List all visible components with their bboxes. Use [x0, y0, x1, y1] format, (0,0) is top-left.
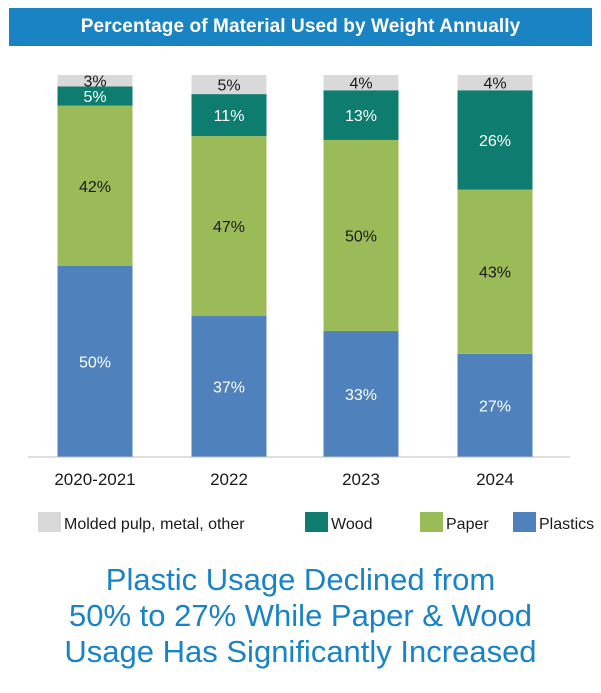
bar-segment-paper-2020-2021	[57, 105, 133, 266]
bar-segment-molded-pulp-metal-other-2024	[457, 75, 533, 91]
data-label: 33%	[345, 387, 377, 404]
data-label: 37%	[213, 379, 245, 396]
data-label: 3%	[83, 74, 106, 91]
data-label: 5%	[217, 78, 240, 95]
bar-segment-plastics-2023	[323, 330, 399, 457]
legend-label: Wood	[331, 516, 373, 533]
chart-title: Percentage of Material Used by Weight An…	[80, 16, 521, 37]
x-tick-label: 2023	[342, 470, 380, 489]
legend-label: Molded pulp, metal, other	[64, 516, 245, 533]
chart-title-banner: Percentage of Material Used by Weight An…	[9, 8, 592, 46]
bar-segment-wood-2024	[457, 90, 533, 190]
legend-swatch	[305, 512, 328, 532]
x-tick-label: 2024	[476, 470, 514, 489]
data-label: 50%	[345, 228, 377, 245]
legend-label: Paper	[446, 516, 489, 533]
bar-segment-paper-2024	[457, 189, 533, 354]
legend-swatch	[420, 512, 443, 532]
bar-segment-molded-pulp-metal-other-2020-2021	[57, 75, 133, 87]
data-label: 47%	[213, 219, 245, 236]
legend-label: Plastics	[539, 516, 594, 533]
headline-line-1: Plastic Usage Declined from	[105, 562, 496, 597]
data-label: 27%	[479, 398, 511, 415]
headline-line-3: Usage Has Significantly Increased	[64, 634, 537, 669]
x-tick-label: 2020-2021	[54, 470, 135, 489]
data-label: 4%	[483, 76, 506, 93]
bar-segment-plastics-2022	[191, 315, 267, 457]
bar-segment-plastics-2024	[457, 353, 533, 457]
bar-segment-paper-2022	[191, 136, 267, 316]
bar-segment-wood-2020-2021	[57, 86, 133, 106]
bar-segment-molded-pulp-metal-other-2022	[191, 75, 267, 95]
data-label: 4%	[349, 76, 372, 93]
bar-segment-wood-2022	[191, 94, 267, 137]
bar-segment-molded-pulp-metal-other-2023	[323, 75, 399, 91]
data-label: 5%	[83, 89, 106, 106]
data-label: 11%	[214, 108, 245, 125]
data-label: 42%	[79, 179, 111, 196]
headline: Plastic Usage Declined from 50% to 27% W…	[0, 562, 601, 670]
x-tick-label: 2022	[210, 470, 248, 489]
stacked-bar-chart: 50%42%5%3%2020-202137%47%11%5%202233%50%…	[28, 74, 594, 533]
legend-swatch	[38, 512, 61, 532]
headline-line-2: 50% to 27% While Paper & Wood	[69, 598, 532, 633]
data-label: 13%	[345, 108, 377, 125]
data-label: 43%	[479, 265, 511, 282]
data-label: 26%	[479, 133, 511, 150]
legend-swatch	[513, 512, 536, 532]
data-label: 50%	[79, 355, 111, 372]
bar-segment-wood-2023	[323, 90, 399, 140]
bar-segment-paper-2023	[323, 139, 399, 331]
bar-segment-plastics-2020-2021	[57, 266, 133, 457]
